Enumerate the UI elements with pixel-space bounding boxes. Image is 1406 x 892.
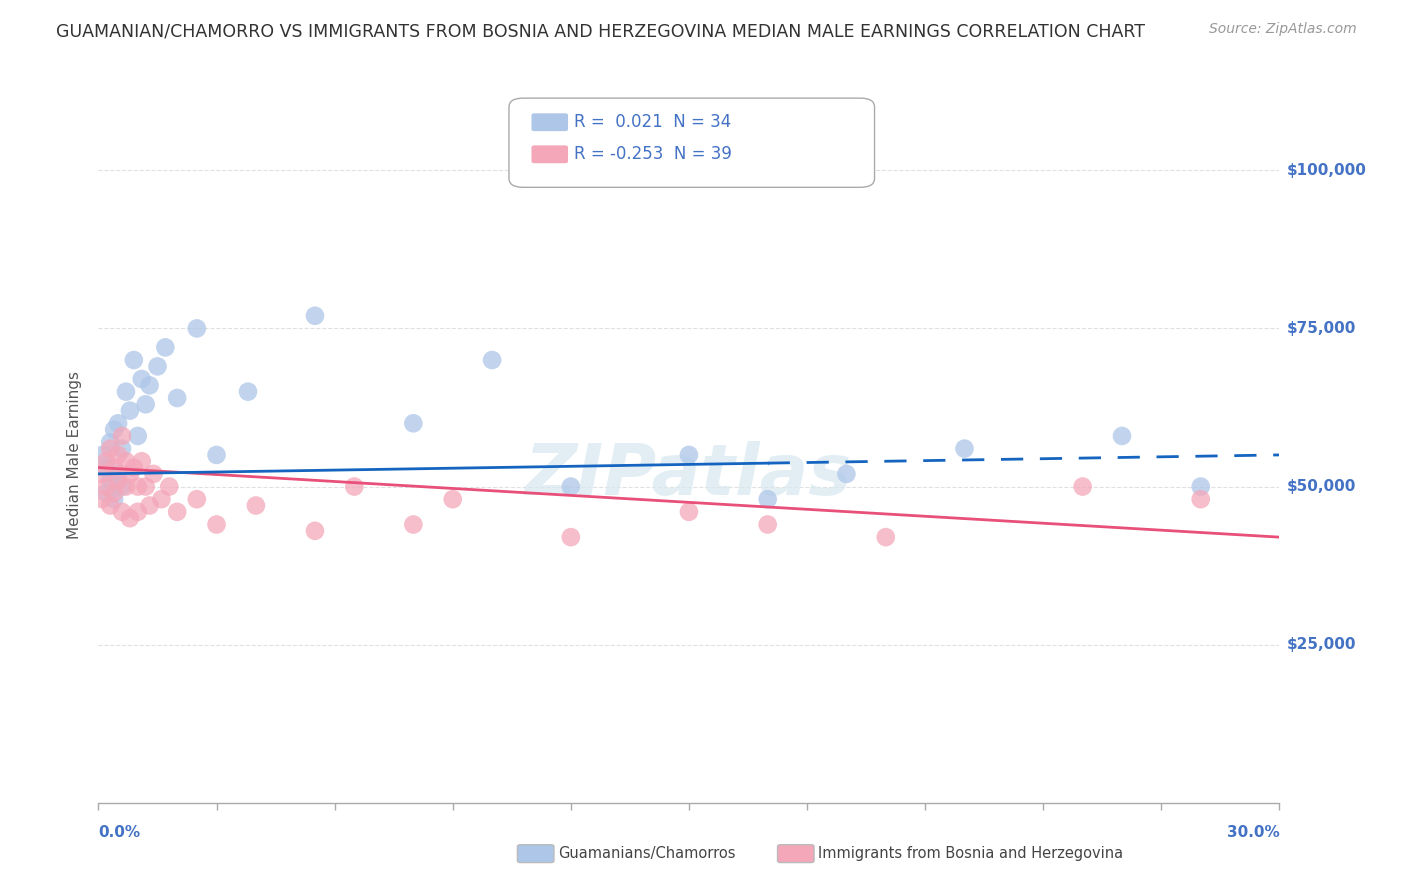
Point [157,479,180,493]
Point [186,492,208,507]
Point [111,442,134,456]
Point [560,479,582,493]
Point [131,454,153,468]
Point [304,524,326,538]
Point [205,448,228,462]
Point [91,467,114,481]
Point [98,442,121,456]
Point [115,479,138,493]
Point [1189,492,1212,507]
Point [135,479,157,493]
Point [103,486,125,500]
Text: $50,000: $50,000 [1286,479,1355,494]
Point [304,309,326,323]
Point [186,321,208,335]
Point [205,517,228,532]
Point [875,530,897,544]
Point [103,423,125,437]
Point [1189,479,1212,493]
Point [1071,479,1094,493]
Text: R = -0.253  N = 39: R = -0.253 N = 39 [574,145,731,163]
Point [96,454,118,468]
Point [343,479,366,493]
Text: Source: ZipAtlas.com: Source: ZipAtlas.com [1209,22,1357,37]
Point [111,429,134,443]
Point [98,473,121,487]
Point [756,517,779,532]
Point [236,384,259,399]
Text: ZIPatlas: ZIPatlas [526,442,852,510]
Point [402,417,425,431]
Point [441,492,464,507]
Point [96,486,118,500]
Point [127,429,149,443]
Text: Guamanians/Chamorros: Guamanians/Chamorros [558,847,735,861]
Text: 30.0%: 30.0% [1226,825,1279,840]
Text: $25,000: $25,000 [1286,637,1355,652]
Point [96,479,118,493]
Point [166,505,188,519]
Point [131,372,153,386]
Point [107,448,129,462]
Point [678,505,700,519]
Point [835,467,858,481]
Point [127,479,149,493]
Point [91,448,114,462]
Point [138,499,160,513]
Y-axis label: Median Male Earnings: Median Male Earnings [67,371,83,539]
Point [402,517,425,532]
Point [103,492,125,507]
Point [245,499,267,513]
Point [138,378,160,392]
Point [150,492,173,507]
Point [756,492,779,507]
Point [103,460,125,475]
Point [135,397,157,411]
Point [122,460,145,475]
Point [142,467,165,481]
Text: R =  0.021  N = 34: R = 0.021 N = 34 [574,113,731,131]
Point [481,353,503,368]
Text: $100,000: $100,000 [1286,163,1367,178]
Point [107,473,129,487]
Point [166,391,188,405]
Point [118,467,141,481]
Point [107,417,129,431]
Text: 0.0%: 0.0% [98,825,141,840]
Point [111,479,134,493]
Point [155,340,177,354]
Point [111,505,134,519]
Point [91,492,114,507]
Point [1111,429,1133,443]
Point [678,448,700,462]
Point [98,499,121,513]
Point [98,435,121,450]
Point [118,511,141,525]
Point [127,505,149,519]
Point [115,384,138,399]
Text: Immigrants from Bosnia and Herzegovina: Immigrants from Bosnia and Herzegovina [818,847,1123,861]
Text: $75,000: $75,000 [1286,321,1355,336]
Point [560,530,582,544]
Point [107,467,129,481]
Point [146,359,169,374]
Point [118,403,141,417]
Point [953,442,976,456]
Text: GUAMANIAN/CHAMORRO VS IMMIGRANTS FROM BOSNIA AND HERZEGOVINA MEDIAN MALE EARNING: GUAMANIAN/CHAMORRO VS IMMIGRANTS FROM BO… [56,22,1146,40]
Point [122,353,145,368]
Point [96,460,118,475]
Point [115,454,138,468]
